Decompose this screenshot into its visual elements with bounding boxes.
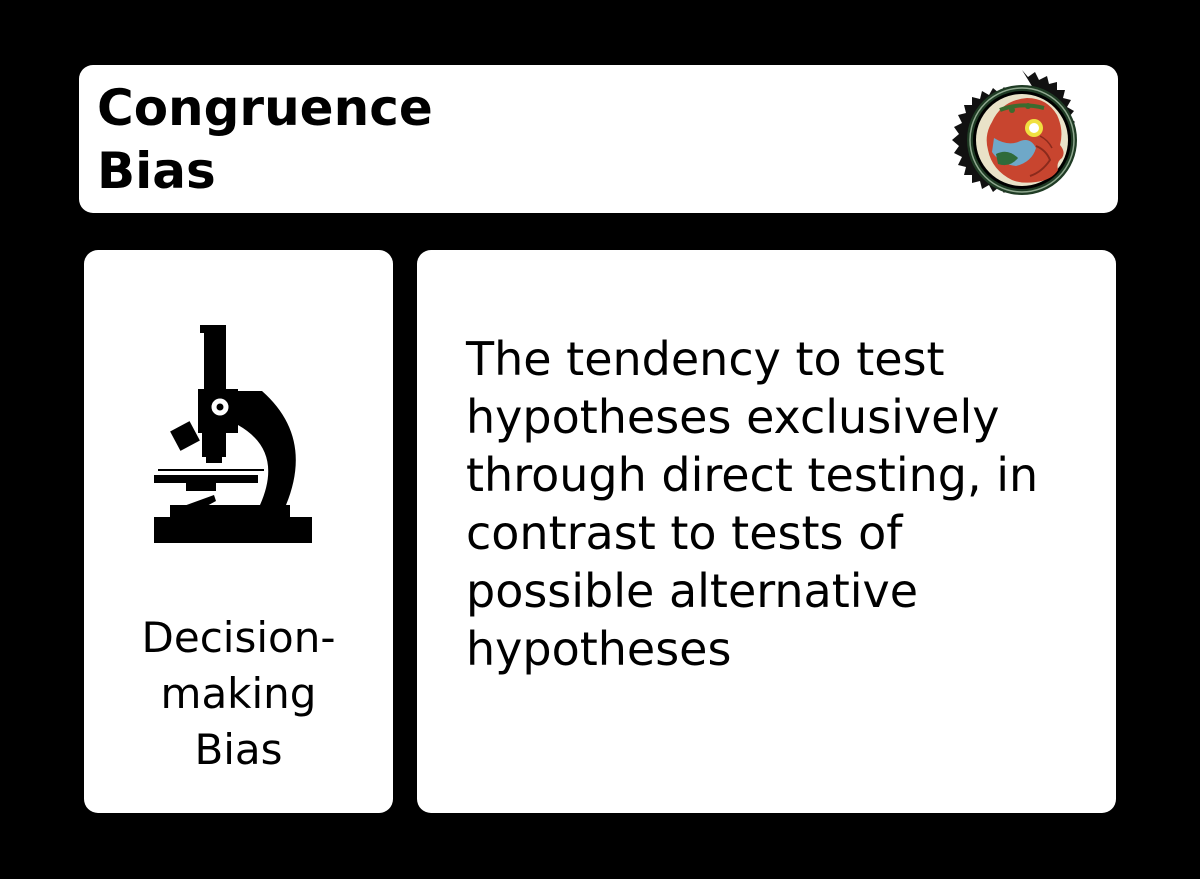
category-panel: Decision- making Bias — [84, 250, 393, 813]
title-panel: Congruence Bias — [79, 65, 1118, 213]
definition-panel: The tendency to test hypotheses exclusiv… — [417, 250, 1116, 813]
bias-category: Decision- making Bias — [141, 613, 336, 774]
bias-definition: The tendency to test hypotheses exclusiv… — [466, 332, 1039, 676]
card-title: Congruence Bias — [97, 79, 433, 200]
microscope-icon — [154, 325, 312, 543]
head-seal-icon — [952, 70, 1077, 195]
